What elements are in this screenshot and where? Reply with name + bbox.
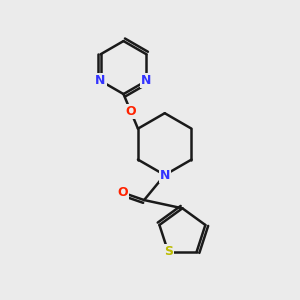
Text: N: N: [141, 74, 152, 87]
Text: N: N: [95, 74, 106, 87]
Text: O: O: [125, 105, 136, 118]
Text: O: O: [118, 186, 128, 199]
Text: N: N: [160, 169, 170, 182]
Text: S: S: [164, 245, 173, 259]
